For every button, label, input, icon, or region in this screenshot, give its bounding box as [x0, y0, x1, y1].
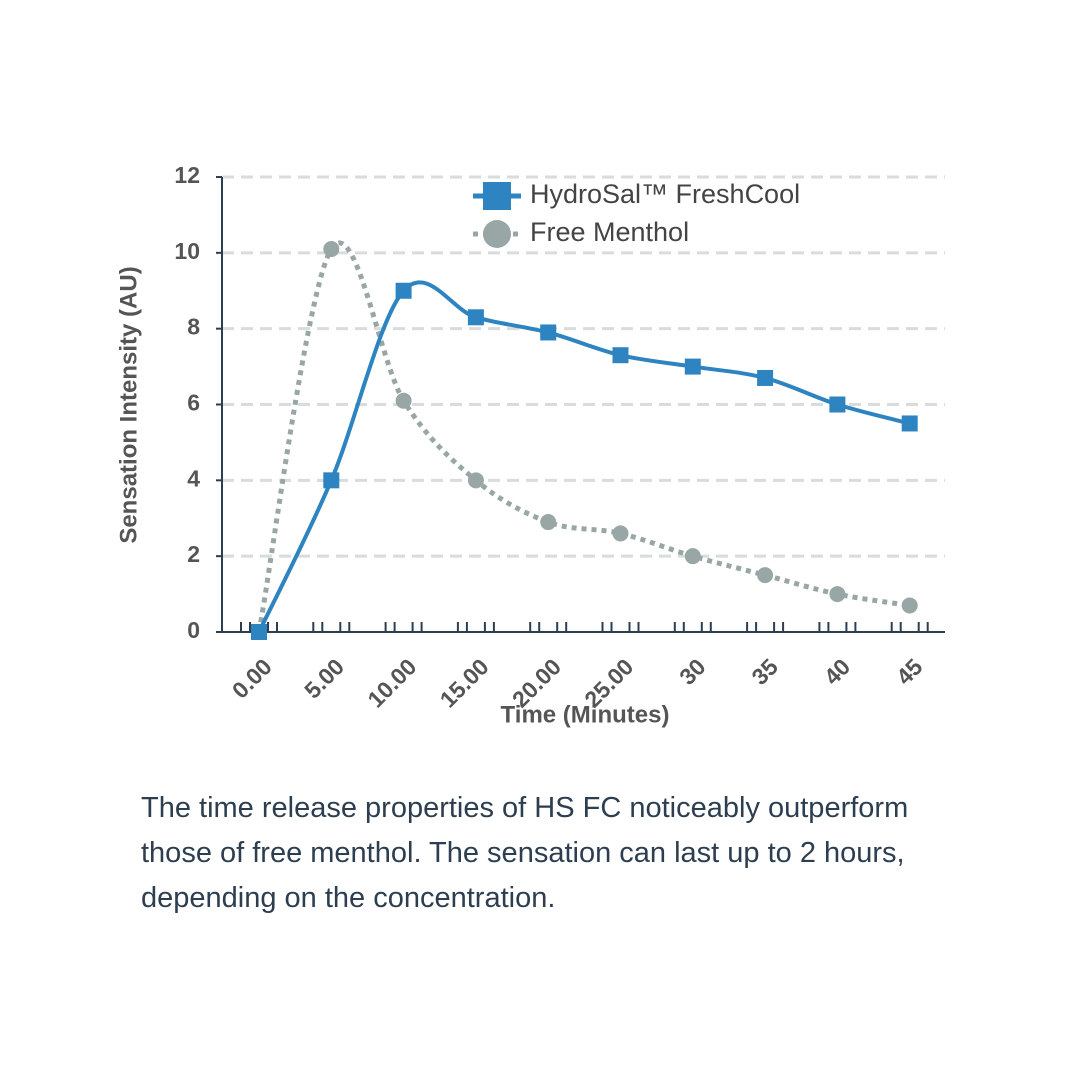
y-tick-label: 2: [187, 541, 200, 567]
legend-marker: [483, 182, 511, 210]
x-tick-label: 35: [746, 653, 783, 690]
marker: [757, 567, 774, 584]
marker: [323, 241, 340, 258]
legend-label: HydroSal™ FreshCool: [530, 179, 800, 209]
series-line: [257, 280, 911, 633]
y-axis-label: Sensation Intensity (AU): [115, 266, 142, 543]
marker: [829, 396, 846, 413]
marker: [323, 472, 340, 489]
marker: [684, 548, 701, 565]
y-tick-label: 6: [187, 390, 200, 416]
caption: The time release properties of HS FC not…: [141, 792, 909, 914]
y-tick-label: 0: [187, 617, 200, 643]
x-tick-label: 0.00: [227, 653, 277, 703]
marker: [395, 392, 412, 409]
marker: [901, 597, 918, 614]
y-tick-label: 10: [174, 238, 200, 264]
y-tick-label: 8: [187, 314, 200, 340]
marker: [251, 624, 267, 640]
x-tick-label: 40: [819, 653, 855, 689]
x-tick-label: 45: [891, 653, 928, 690]
marker: [612, 347, 629, 364]
x-tick-label: 10.00: [362, 653, 421, 712]
marker: [829, 586, 846, 603]
marker: [684, 358, 701, 375]
marker: [540, 324, 557, 341]
marker: [612, 525, 629, 542]
y-tick-label: 4: [187, 465, 200, 491]
marker: [467, 472, 484, 489]
chart: Sensation Intensity (AU) Time (Minutes) …: [115, 162, 945, 728]
legend-marker: [483, 220, 511, 248]
x-tick-label: 5.00: [299, 653, 349, 703]
legend-label: Free Menthol: [530, 217, 689, 247]
marker: [540, 514, 557, 531]
marker: [467, 309, 484, 326]
x-axis-label: Time (Minutes): [501, 701, 670, 728]
marker: [757, 369, 774, 386]
y-tick-label: 12: [174, 162, 200, 188]
x-tick-label: 30: [674, 653, 710, 689]
marker: [901, 415, 918, 432]
marker: [395, 282, 412, 299]
series-line: [256, 240, 911, 633]
x-tick-label: 15.00: [435, 653, 494, 712]
